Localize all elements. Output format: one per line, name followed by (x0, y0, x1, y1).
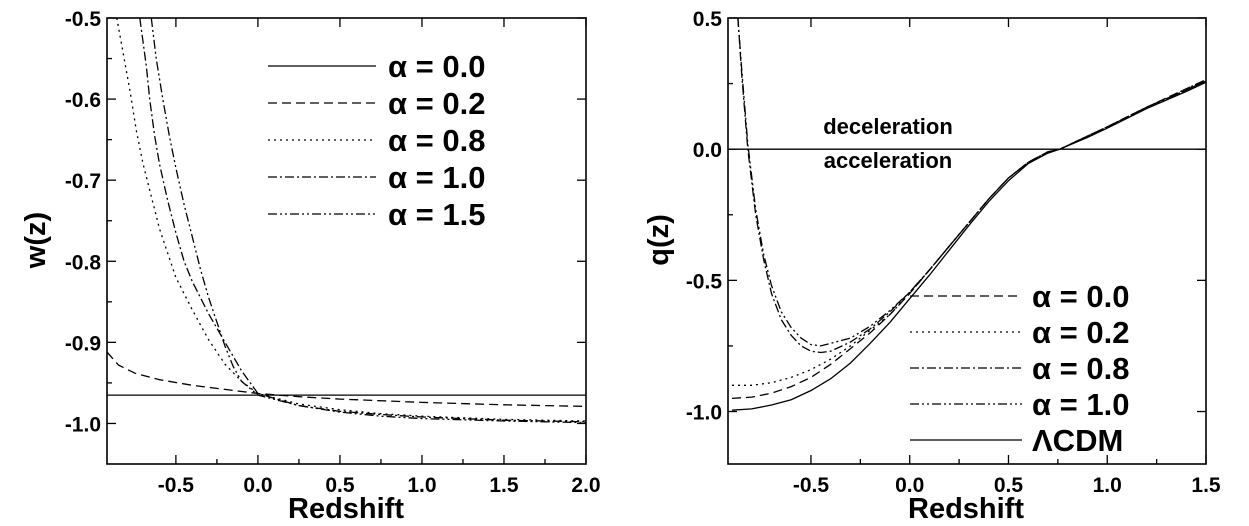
right-x-axis-title: Redshift (908, 493, 1024, 525)
series-line-4 (150, 18, 586, 424)
legend-label: α = 0.8 (1032, 351, 1129, 386)
legend-label: ΛCDM (1032, 423, 1123, 458)
left-panel: -0.5 0.0 0.5 1.0 1.5 2.0 -1.0 -0.9 -0.8 -0.7 -0.6 -… (20, 8, 601, 525)
right-y-axis-title: q(z) (643, 214, 675, 266)
x-tick-label: 0.5 (994, 474, 1024, 497)
annotation-deceleration: deceleration (823, 114, 953, 139)
series-line-4 (731, 81, 1206, 411)
y-tick-label: -0.5 (686, 270, 723, 293)
legend-label: α = 1.0 (388, 160, 485, 195)
x-tick-label: 1.0 (1093, 474, 1122, 497)
y-tick-label: 0.0 (693, 139, 722, 162)
y-tick-label: -1.0 (686, 402, 722, 425)
series-line-2 (737, 18, 1206, 354)
legend-label: α = 0.8 (388, 123, 485, 158)
right-panel: -0.5 0.0 0.5 1.0 1.5-1.0-0.50.00.5Redshiftq(… (643, 8, 1221, 525)
y-tick-label: -0.7 (65, 170, 101, 193)
legend-label: α = 0.0 (388, 49, 485, 84)
left-legend: α = 0.0α = 0.2α = 0.8α = 1.0α = 1.5 (268, 49, 485, 232)
y-tick-label: -0.9 (65, 332, 101, 355)
series-line-0 (731, 79, 1206, 400)
x-tick-label: 0.0 (895, 474, 924, 497)
x-tick-label: 2.0 (571, 474, 600, 497)
x-tick-label: 1.0 (407, 474, 436, 497)
series-line-3 (139, 18, 586, 423)
x-tick-label: 1.5 (489, 474, 519, 497)
x-tick-label: -0.5 (158, 474, 195, 497)
legend-label: α = 0.2 (388, 86, 485, 121)
annotation-acceleration: acceleration (824, 148, 952, 173)
x-tick-label: 0.0 (243, 474, 272, 497)
series-line-2 (116, 18, 586, 422)
legend-label: α = 0.2 (1032, 315, 1129, 350)
series-line-3 (737, 18, 1206, 347)
legend-label: α = 1.0 (1032, 387, 1129, 422)
left-x-axis-title: Redshift (288, 493, 404, 525)
y-tick-label: -0.8 (65, 251, 102, 274)
y-tick-label: 0.5 (693, 8, 723, 31)
y-tick-label: -1.0 (65, 413, 101, 436)
series-line-1 (107, 351, 586, 408)
y-tick-label: -0.5 (65, 8, 102, 31)
y-tick-label: -0.6 (65, 89, 101, 112)
x-tick-label: 1.5 (1191, 474, 1221, 497)
x-tick-label: -0.5 (793, 474, 830, 497)
right-plot-frame (727, 17, 1207, 465)
left-plot-frame (106, 17, 587, 465)
left-series-group (107, 18, 586, 424)
left-y-axis-title: w(z) (20, 212, 52, 269)
right-series-group (731, 18, 1206, 411)
x-tick-label: 0.5 (325, 474, 355, 497)
legend-label: α = 1.5 (388, 197, 485, 232)
legend-label: α = 0.0 (1032, 279, 1129, 314)
